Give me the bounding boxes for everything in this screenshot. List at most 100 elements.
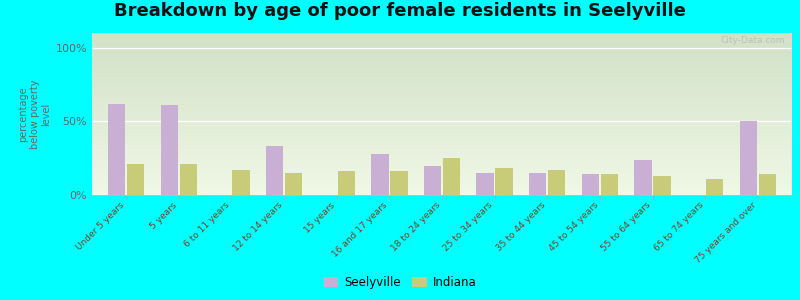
Bar [266, 146, 283, 195]
Bar [92, 65, 792, 67]
Bar [92, 99, 792, 101]
Bar [371, 154, 389, 195]
Bar [92, 192, 792, 194]
Bar [92, 119, 792, 121]
Bar [92, 48, 792, 49]
Bar [92, 93, 792, 94]
Bar [92, 188, 792, 190]
Bar [92, 114, 792, 116]
Bar [92, 130, 792, 132]
Bar [92, 59, 792, 61]
Bar [529, 173, 546, 195]
Bar [92, 140, 792, 142]
Bar [92, 127, 792, 129]
Bar [92, 159, 792, 161]
Bar [92, 101, 792, 103]
Bar [740, 122, 757, 195]
Bar [92, 51, 792, 52]
Bar [92, 72, 792, 74]
Bar [92, 70, 792, 72]
Bar [654, 176, 670, 195]
Bar [92, 103, 792, 104]
Text: City-Data.com: City-Data.com [720, 36, 785, 45]
Bar [92, 153, 792, 154]
Bar [92, 148, 792, 150]
Bar [92, 117, 792, 119]
Bar [92, 96, 792, 98]
Bar [92, 156, 792, 158]
Bar [92, 137, 792, 138]
Bar [92, 122, 792, 124]
Bar [92, 124, 792, 125]
Bar [92, 75, 792, 77]
Bar [92, 107, 792, 109]
Bar [92, 121, 792, 122]
Bar [92, 90, 792, 91]
Bar [92, 69, 792, 70]
Legend: Seelyville, Indiana: Seelyville, Indiana [319, 272, 481, 294]
Bar [92, 112, 792, 114]
Bar [127, 164, 144, 195]
Bar [92, 67, 792, 69]
Bar [424, 166, 442, 195]
Bar [92, 154, 792, 156]
Bar [92, 94, 792, 96]
Bar [92, 80, 792, 82]
Bar [92, 38, 792, 40]
Bar [92, 172, 792, 174]
Bar [601, 174, 618, 195]
Bar [92, 138, 792, 140]
Bar [285, 173, 302, 195]
Bar [92, 46, 792, 48]
Bar [758, 174, 776, 195]
Bar [92, 129, 792, 130]
Bar [338, 171, 355, 195]
Bar [92, 150, 792, 151]
Bar [161, 105, 178, 195]
Bar [495, 169, 513, 195]
Bar [92, 177, 792, 179]
Bar [92, 116, 792, 117]
Bar [582, 174, 599, 195]
Bar [92, 143, 792, 145]
Bar [92, 151, 792, 153]
Bar [92, 77, 792, 78]
Bar [92, 104, 792, 106]
Bar [92, 185, 792, 187]
Bar [92, 142, 792, 143]
Bar [92, 132, 792, 134]
Bar [92, 106, 792, 107]
Bar [92, 82, 792, 83]
Bar [92, 169, 792, 171]
Bar [92, 145, 792, 146]
Bar [92, 182, 792, 184]
Bar [92, 64, 792, 65]
Bar [92, 125, 792, 127]
Bar [92, 83, 792, 85]
Bar [92, 164, 792, 166]
Bar [108, 104, 126, 195]
Bar [92, 194, 792, 195]
Bar [92, 85, 792, 86]
Bar [92, 91, 792, 93]
Bar [92, 135, 792, 137]
Bar [92, 57, 792, 59]
Text: Breakdown by age of poor female residents in Seelyville: Breakdown by age of poor female resident… [114, 2, 686, 20]
Bar [390, 171, 407, 195]
Bar [92, 111, 792, 112]
Bar [92, 36, 792, 38]
Bar [92, 44, 792, 46]
Bar [92, 180, 792, 182]
Bar [92, 187, 792, 188]
Bar [92, 161, 792, 163]
Bar [92, 176, 792, 177]
Bar [92, 190, 792, 192]
Bar [180, 164, 197, 195]
Bar [548, 170, 566, 195]
Bar [92, 86, 792, 88]
Bar [477, 173, 494, 195]
Bar [92, 33, 792, 34]
Bar [92, 78, 792, 80]
Bar [92, 98, 792, 99]
Bar [92, 158, 792, 159]
